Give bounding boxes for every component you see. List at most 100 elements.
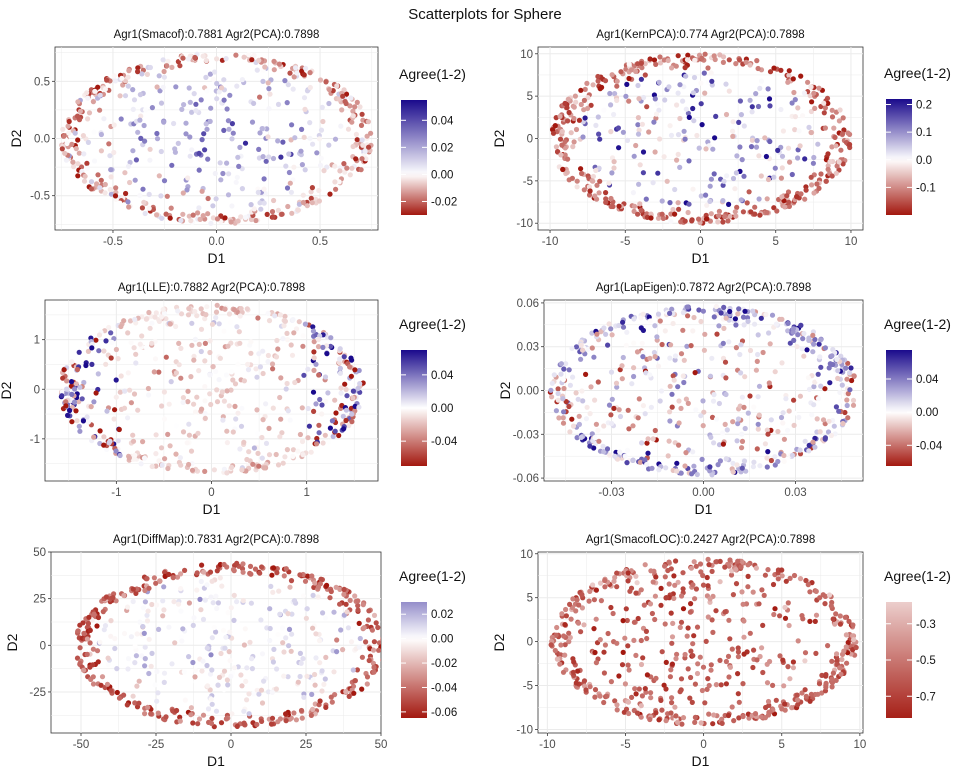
data-point — [225, 118, 231, 124]
data-point — [362, 148, 368, 154]
data-point — [269, 721, 275, 727]
data-point — [678, 219, 684, 225]
data-point — [740, 314, 747, 320]
data-point — [616, 407, 622, 413]
data-point — [259, 434, 265, 441]
data-point — [185, 399, 191, 405]
data-point — [268, 583, 274, 590]
data-point — [103, 594, 109, 600]
plot-area — [537, 551, 864, 734]
legend-colorbar — [886, 350, 912, 466]
data-point — [696, 216, 702, 222]
data-point — [614, 570, 620, 576]
legend-tick-label: 0.00 — [431, 634, 453, 646]
data-point — [142, 663, 148, 669]
data-point — [764, 455, 770, 461]
data-point — [587, 443, 593, 449]
data-point — [826, 418, 832, 424]
data-point — [738, 197, 744, 203]
data-point — [193, 108, 199, 114]
data-point — [635, 61, 641, 67]
data-point — [199, 188, 205, 194]
data-point — [639, 340, 645, 346]
data-point — [813, 612, 820, 618]
data-point — [91, 399, 97, 405]
data-point — [558, 371, 564, 377]
data-point — [229, 136, 235, 142]
data-point — [329, 699, 335, 705]
data-point — [624, 617, 630, 624]
data-point — [675, 132, 682, 138]
data-point — [680, 570, 686, 576]
data-point — [211, 467, 217, 473]
data-point — [255, 450, 261, 456]
data-point — [201, 131, 207, 137]
data-point — [723, 315, 729, 321]
data-point — [151, 575, 157, 581]
data-point — [663, 686, 669, 692]
data-point — [748, 209, 754, 215]
data-point — [127, 179, 133, 186]
data-point — [651, 92, 658, 98]
data-point — [295, 679, 301, 685]
data-point — [248, 571, 254, 577]
data-point — [752, 211, 758, 217]
data-point — [213, 196, 219, 202]
data-point — [648, 215, 654, 221]
data-point — [700, 398, 706, 404]
data-point — [208, 220, 214, 226]
data-point — [155, 690, 161, 696]
data-point — [223, 56, 229, 62]
data-point — [310, 706, 316, 713]
data-point — [85, 419, 91, 425]
data-point — [241, 642, 247, 648]
data-point — [214, 56, 220, 62]
data-point — [229, 121, 235, 127]
data-point — [214, 387, 220, 393]
data-point — [548, 387, 554, 393]
color-legend: Agree(1-2)0.020.00-0.02-0.04-0.06 — [399, 568, 466, 719]
data-point — [179, 638, 185, 644]
data-point — [720, 59, 727, 65]
data-point — [93, 337, 99, 343]
data-point — [207, 71, 213, 77]
data-point — [700, 664, 707, 670]
data-point — [253, 217, 259, 224]
data-point — [259, 718, 265, 725]
data-point — [837, 389, 843, 395]
data-point — [549, 394, 555, 400]
data-point — [794, 194, 800, 200]
data-point — [125, 415, 131, 421]
data-point — [189, 342, 195, 348]
data-point — [594, 182, 600, 188]
data-point — [315, 344, 322, 350]
data-point — [796, 128, 802, 134]
data-point — [667, 200, 673, 206]
data-point — [761, 592, 767, 599]
data-point — [600, 443, 606, 449]
data-point — [643, 196, 649, 202]
data-point — [620, 649, 626, 656]
data-point — [234, 324, 240, 330]
data-point — [205, 156, 211, 162]
data-point — [288, 342, 294, 348]
data-point — [132, 660, 138, 666]
data-point — [234, 83, 240, 89]
data-point — [573, 344, 580, 350]
data-point — [842, 614, 848, 620]
grid — [55, 47, 378, 230]
y-tick-label: -5 — [523, 176, 533, 188]
data-point — [625, 699, 632, 705]
data-point — [730, 175, 737, 182]
data-point — [608, 412, 614, 418]
data-point — [77, 108, 83, 114]
data-point — [631, 619, 638, 625]
data-point — [326, 142, 332, 148]
data-point — [178, 311, 185, 317]
data-point — [76, 399, 82, 405]
data-point — [601, 423, 607, 429]
data-point — [646, 129, 652, 135]
data-point — [720, 441, 727, 447]
data-point — [685, 313, 691, 319]
data-point — [261, 186, 267, 192]
